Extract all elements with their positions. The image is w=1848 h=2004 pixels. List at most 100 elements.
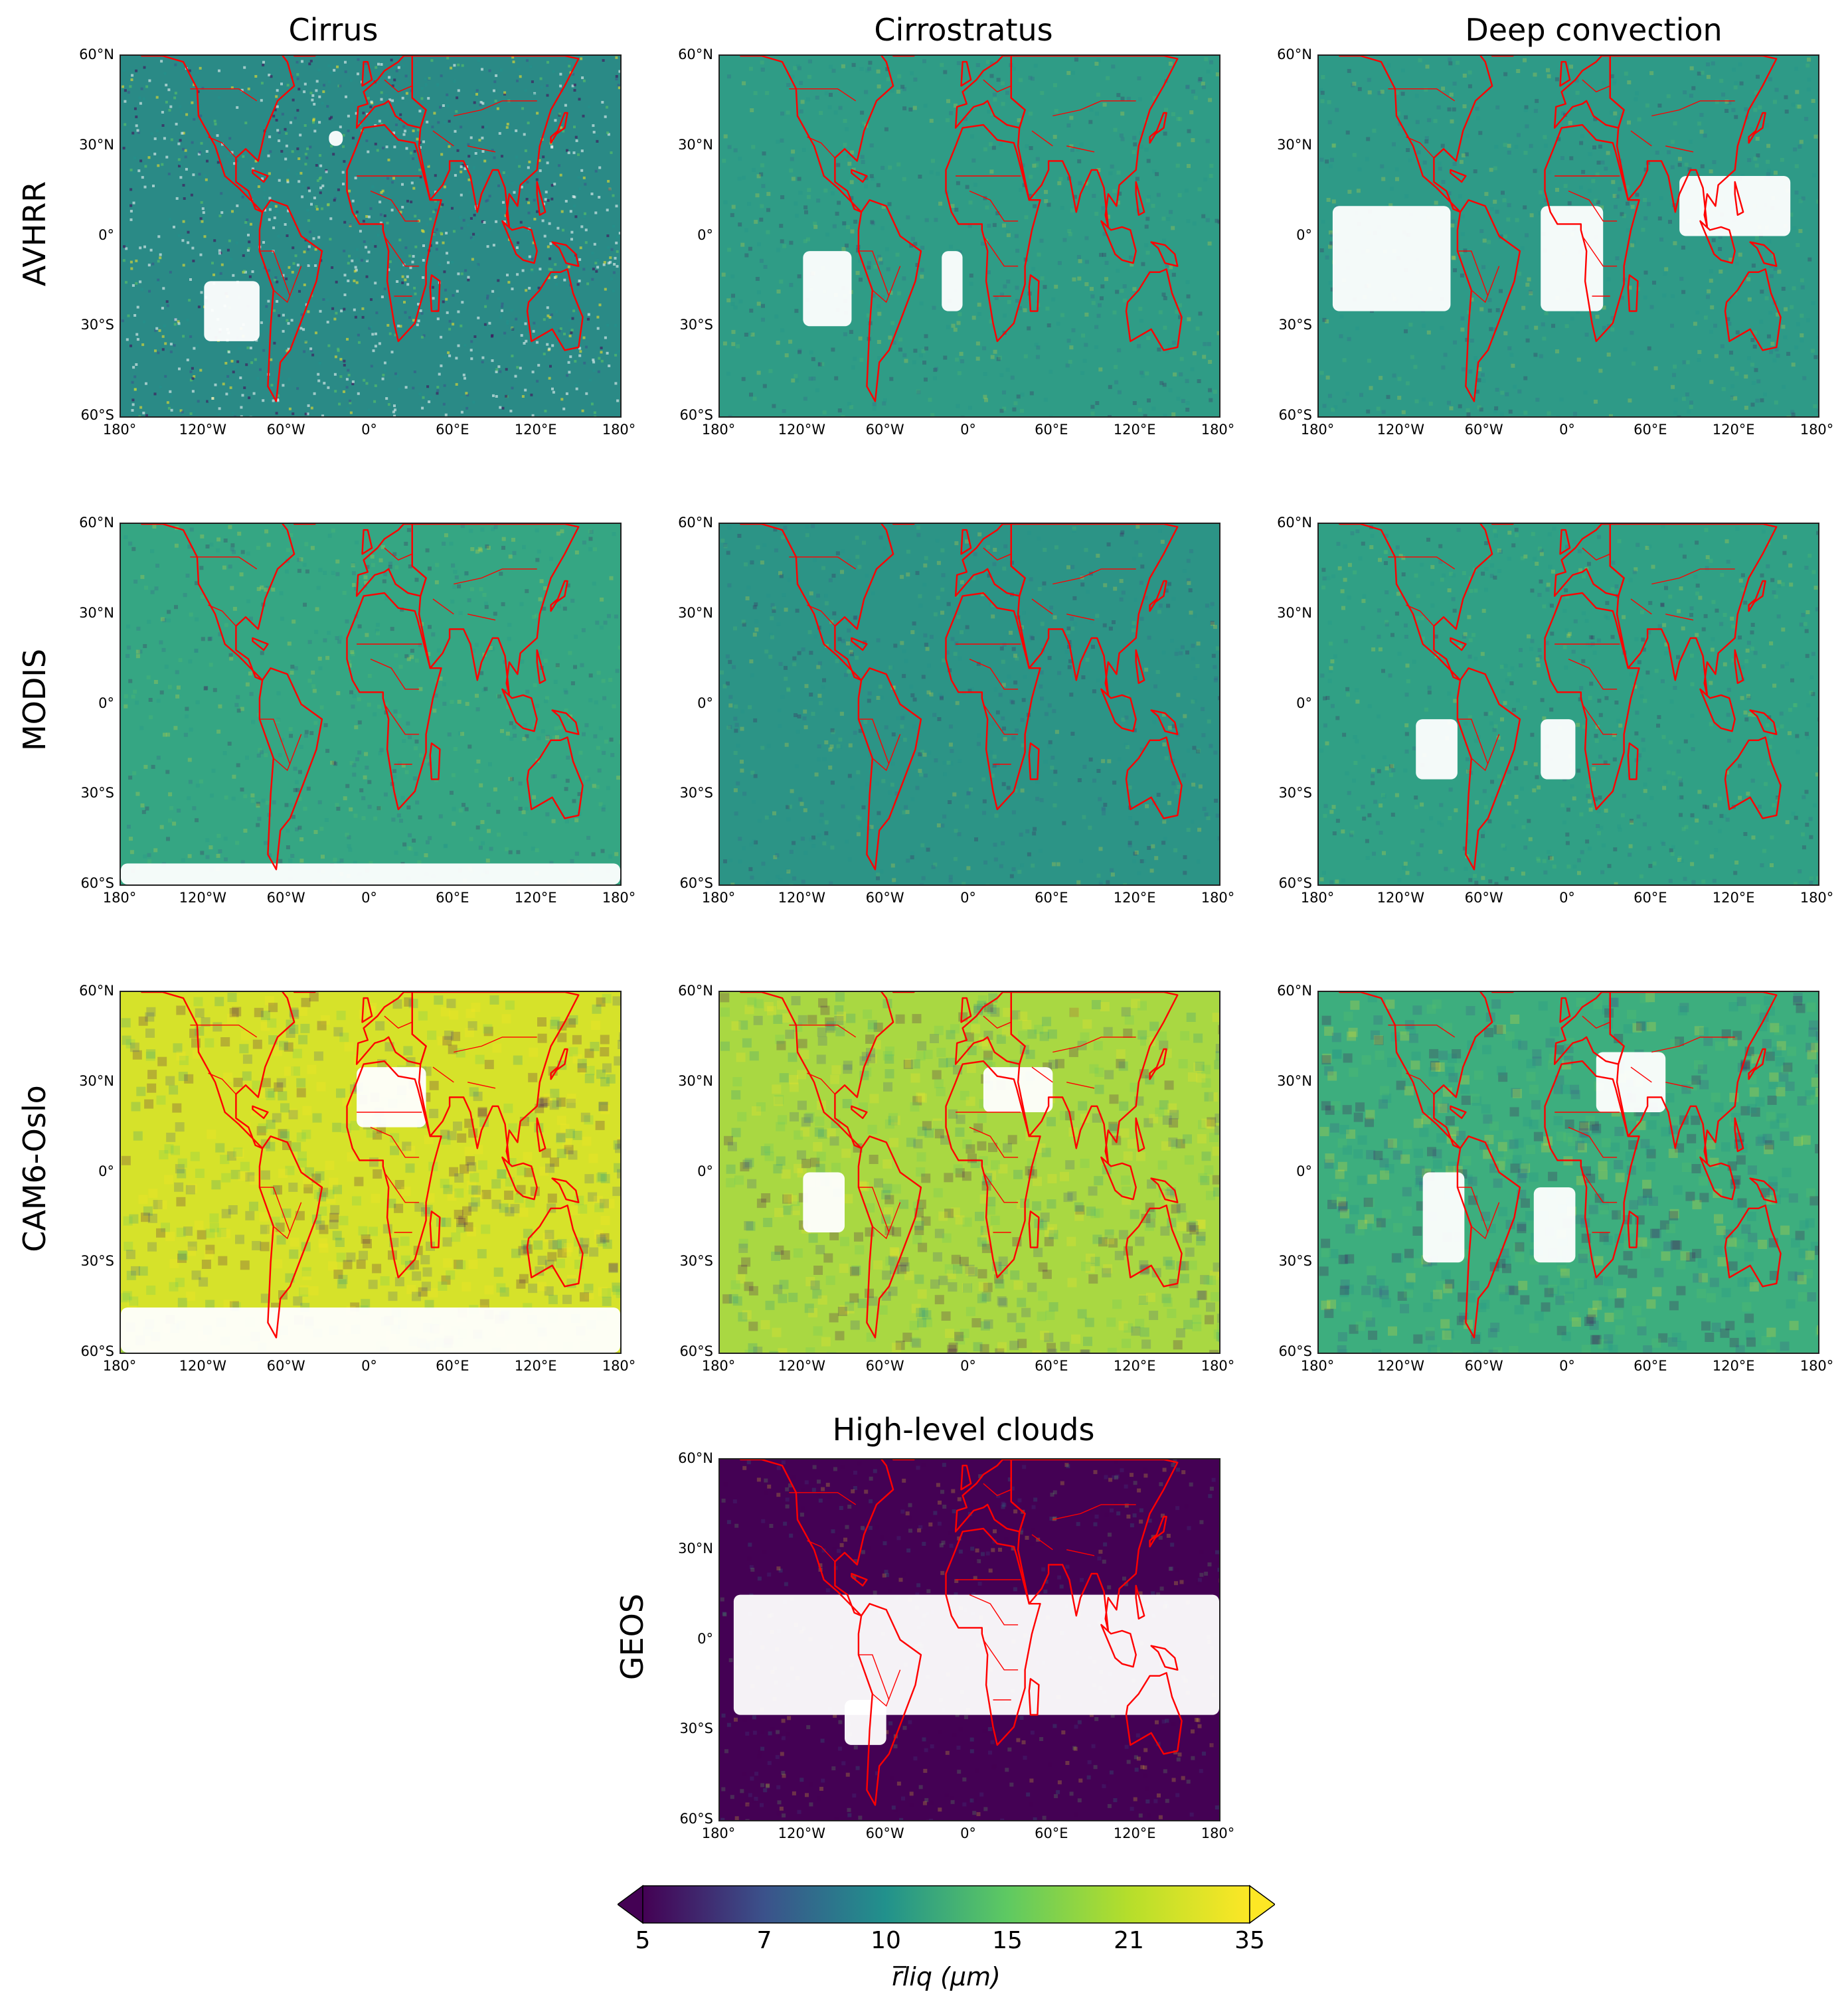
coastline [1609, 56, 1778, 228]
coastline [1149, 1515, 1167, 1548]
country-border [983, 704, 1019, 735]
coastline [1627, 274, 1639, 312]
country-border [858, 1654, 890, 1701]
coastline [1450, 169, 1467, 183]
map-canvas [720, 992, 1219, 1353]
colorbar-tick-21: 21 [1114, 1927, 1144, 1954]
country-border [1582, 79, 1610, 93]
coastline [501, 688, 538, 732]
lon-tick: 60°E [1035, 1358, 1068, 1374]
coastline [1339, 56, 1493, 213]
country-border [384, 1172, 420, 1203]
lat-tick: 0° [697, 695, 713, 711]
coastline [141, 992, 295, 1149]
map-canvas [1319, 992, 1818, 1353]
lat-tick: 0° [697, 1163, 713, 1179]
map-canvas [121, 524, 620, 884]
country-border [432, 598, 454, 615]
coastline [550, 112, 568, 144]
coastline [526, 1205, 584, 1288]
lon-tick: 60°W [865, 890, 904, 906]
coastline [1135, 1584, 1145, 1620]
country-border [370, 658, 420, 690]
coastline [501, 1156, 538, 1201]
country-border [789, 1492, 857, 1505]
lat-tick: 30°S [1278, 317, 1312, 333]
geos-panel-title: High-level clouds [832, 1412, 1095, 1448]
colorbar-tick-7: 7 [756, 1927, 772, 1954]
country-border [807, 604, 835, 627]
map-canvas [121, 992, 620, 1353]
colorbar-tick-10: 10 [871, 1927, 901, 1954]
country-border [467, 145, 496, 153]
coastline [1734, 181, 1744, 216]
lat-tick: 60°N [678, 46, 713, 62]
country-border [1066, 1082, 1095, 1089]
lon-tick: 180° [701, 1825, 736, 1841]
country-border [1582, 704, 1618, 735]
lon-tick: 180° [1201, 1358, 1235, 1374]
country-border [1066, 1549, 1095, 1556]
coastline [252, 1105, 269, 1120]
country-border [1471, 734, 1500, 772]
colorbar-extend-high [1249, 1884, 1275, 1924]
lat-tick: 30°S [679, 1720, 713, 1737]
coastline [1748, 112, 1766, 144]
country-border [983, 1015, 1011, 1029]
coastline [550, 580, 568, 612]
coastline [857, 667, 922, 871]
lon-tick: 0° [960, 1825, 976, 1841]
lat-tick: 0° [98, 226, 114, 243]
coastline [1010, 1460, 1179, 1632]
lat-tick: 0° [1296, 226, 1312, 243]
country-border [1052, 1504, 1136, 1521]
coastline [1724, 736, 1782, 819]
missing-data-region [733, 1594, 1219, 1715]
coastline [1450, 637, 1467, 651]
lat-tick: 60°S [80, 1343, 114, 1359]
field-texture [1319, 57, 1818, 416]
lon-tick: 180° [602, 890, 636, 906]
lon-tick: 60°E [436, 890, 469, 906]
coastline [1609, 524, 1778, 697]
country-border [1031, 598, 1053, 615]
country-border [1031, 1534, 1053, 1550]
country-border [807, 1072, 835, 1095]
coastline [1135, 649, 1145, 685]
missing-data-region [1541, 719, 1576, 780]
lat-tick: 60°S [1278, 875, 1312, 891]
missing-data-region [983, 1067, 1053, 1112]
coastline [411, 56, 580, 228]
coastline [501, 220, 538, 264]
missing-data-region [204, 281, 260, 341]
lon-tick: 60°W [865, 1358, 904, 1374]
lat-tick: 60°N [1277, 46, 1312, 62]
coastline [551, 1177, 580, 1203]
lat-tick: 30°N [1277, 136, 1312, 153]
country-border [1031, 130, 1053, 147]
colorbar-body [642, 1885, 1250, 1924]
country-border [190, 1025, 258, 1038]
country-border [454, 100, 537, 117]
country-border [259, 718, 291, 765]
coastline [1559, 529, 1571, 555]
coastline [1339, 992, 1493, 1149]
country-border [983, 236, 1019, 267]
lat-tick: 60°S [679, 407, 713, 423]
lon-tick: 60°W [865, 422, 904, 438]
country-border [1568, 190, 1618, 222]
coastline [536, 649, 546, 685]
lon-tick: 60°W [1464, 422, 1503, 438]
country-border [858, 718, 890, 765]
coastline [429, 742, 441, 780]
column-title-deep-convection: Deep convection [1465, 12, 1722, 48]
coastline [960, 60, 972, 87]
coastline [1010, 56, 1179, 228]
coastline [945, 592, 1041, 811]
lon-tick: 120°E [1113, 1825, 1156, 1841]
country-border [1582, 1172, 1618, 1203]
lon-tick: 120°E [1113, 890, 1156, 906]
coastline [1724, 1205, 1782, 1288]
lat-tick: 30°S [1278, 785, 1312, 801]
country-border [467, 1082, 496, 1089]
